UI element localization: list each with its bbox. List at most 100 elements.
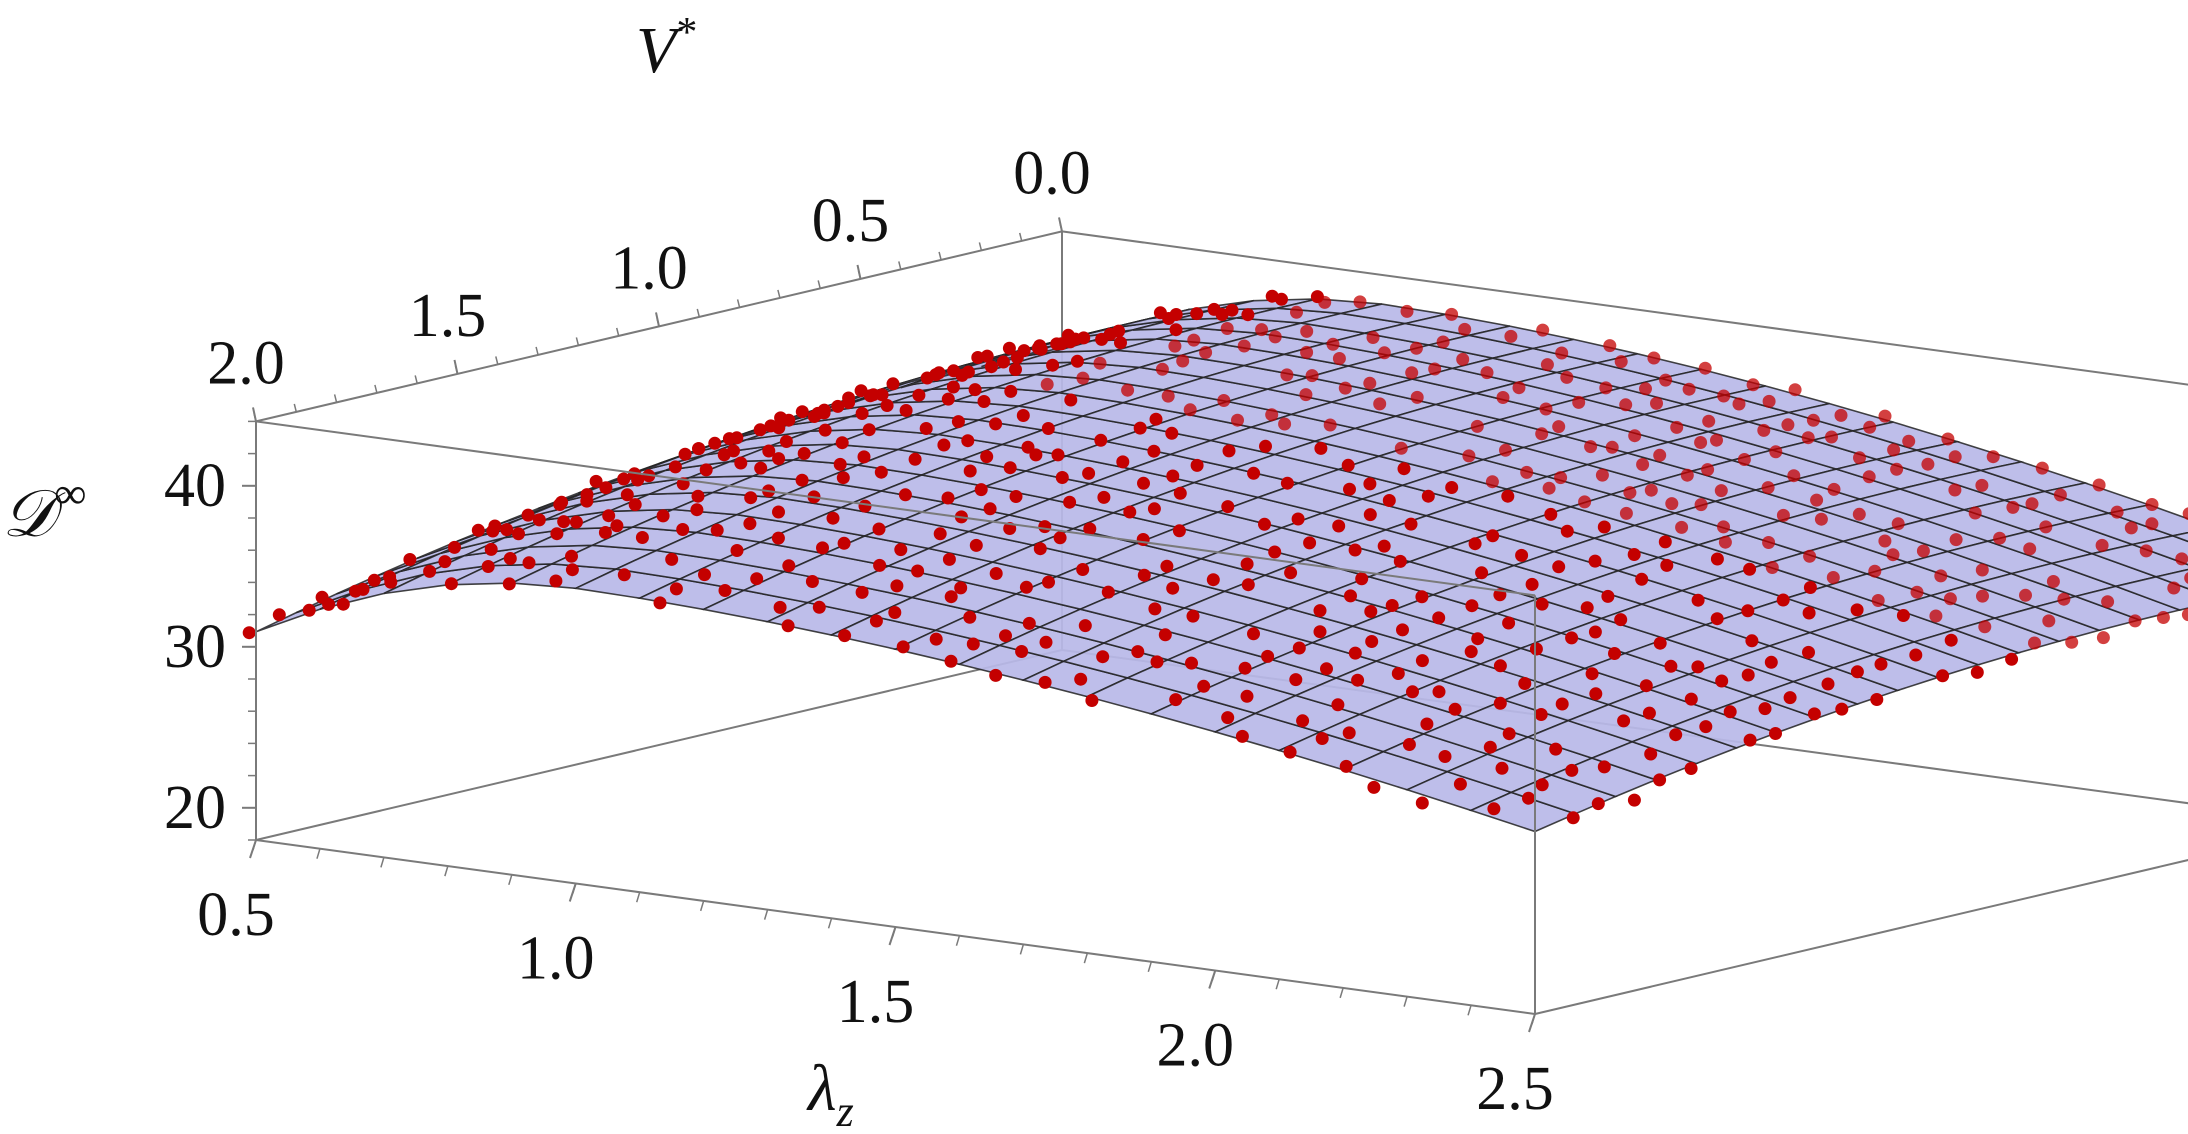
data-point — [1539, 402, 1553, 416]
data-point — [1415, 654, 1429, 668]
data-point — [549, 574, 563, 588]
data-point — [676, 523, 690, 536]
data-point — [1215, 308, 1229, 321]
data-point — [1009, 490, 1023, 503]
data-point — [795, 405, 809, 419]
data-point — [969, 538, 983, 552]
data-point — [1825, 430, 1838, 444]
data-point — [831, 399, 845, 413]
data-point — [1453, 777, 1467, 791]
y-minor-tick — [1018, 232, 1023, 242]
data-point — [1769, 727, 1782, 740]
data-point — [1978, 620, 1992, 634]
data-point — [1190, 458, 1204, 472]
data-point — [1684, 692, 1698, 706]
data-point — [599, 481, 613, 495]
data-point — [1222, 444, 1236, 458]
data-point — [1121, 383, 1135, 397]
data-point — [1718, 535, 1732, 549]
data-point — [1240, 557, 1254, 571]
data-point — [1628, 429, 1642, 443]
data-point — [2039, 520, 2053, 534]
data-point — [356, 582, 370, 596]
data-point — [1004, 384, 1018, 398]
data-point — [1166, 469, 1180, 483]
data-point — [1555, 346, 1569, 360]
data-point — [1397, 462, 1411, 476]
data-point — [1916, 544, 1930, 558]
data-point — [1169, 323, 1183, 337]
data-point — [484, 542, 498, 556]
data-point — [1834, 408, 1848, 422]
data-point — [1448, 702, 1462, 716]
data-point — [1745, 634, 1759, 648]
data-point — [772, 452, 786, 466]
data-point — [1268, 545, 1282, 559]
data-point — [1147, 444, 1161, 458]
data-point — [1783, 691, 1797, 705]
data-point — [1694, 498, 1708, 512]
data-point — [1589, 687, 1603, 701]
data-point — [873, 558, 887, 572]
data-point — [1365, 635, 1379, 648]
data-point — [1019, 580, 1033, 594]
data-point — [866, 388, 880, 402]
y-tick-label: 0.5 — [812, 187, 890, 255]
data-point — [1405, 366, 1419, 380]
data-point — [1493, 659, 1507, 673]
data-point — [1149, 412, 1163, 426]
data-point — [1343, 482, 1356, 496]
data-point — [2175, 552, 2188, 566]
data-point — [1515, 548, 1529, 562]
data-point — [1710, 612, 1724, 626]
y-minor-tick — [777, 289, 781, 299]
data-point — [1580, 601, 1594, 615]
data-point — [1332, 352, 1346, 365]
data-point — [1512, 381, 1526, 395]
data-point — [589, 474, 603, 488]
data-point — [836, 471, 850, 485]
data-point — [1636, 458, 1650, 471]
data-point — [1653, 773, 1667, 787]
data-point — [1261, 649, 1275, 663]
data-point — [336, 597, 350, 611]
y-minor-tick — [736, 299, 741, 308]
data-point — [2128, 614, 2142, 628]
data-point — [961, 365, 975, 379]
data-point — [762, 444, 776, 458]
data-point — [521, 508, 535, 522]
data-point — [1518, 677, 1532, 690]
data-point — [937, 438, 951, 452]
data-point — [1552, 420, 1566, 434]
data-point — [1659, 373, 1673, 387]
data-point — [1468, 537, 1482, 551]
data-point — [1642, 706, 1656, 720]
data-point — [1137, 568, 1151, 582]
data-point — [869, 614, 883, 628]
data-point — [1456, 352, 1470, 366]
x-minor-tick — [1531, 1013, 1536, 1025]
data-point — [1445, 307, 1459, 321]
x-tick-label: 0.5 — [197, 881, 275, 949]
data-point — [656, 509, 670, 523]
data-point — [678, 447, 692, 461]
data-point — [1238, 661, 1252, 675]
y-minor-tick — [495, 356, 499, 365]
data-point — [781, 619, 795, 633]
data-point — [620, 488, 634, 502]
data-point — [2139, 544, 2153, 558]
data-point — [1420, 717, 1434, 731]
data-point — [403, 553, 417, 566]
data-point — [1501, 489, 1515, 503]
data-point — [1619, 506, 1633, 520]
data-point — [1155, 362, 1169, 376]
data-point — [532, 513, 546, 527]
data-point — [999, 629, 1012, 643]
axis-ticks: 0.5 1.0 1.5 2.0 2.5 0.0 0.5 1.0 1.5 2.0 20 30 40 — [164, 139, 1554, 1123]
y-tick-label: 2.0 — [207, 329, 285, 397]
data-point — [1948, 450, 1962, 464]
data-point — [1083, 522, 1097, 536]
x-minor-tick — [1275, 978, 1280, 990]
data-point — [1910, 585, 1924, 599]
data-point — [1436, 335, 1450, 349]
